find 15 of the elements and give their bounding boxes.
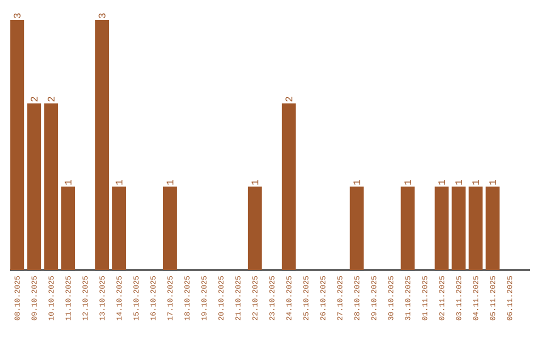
data-label: 1 (472, 180, 479, 185)
data-label: 3 (14, 13, 21, 18)
data-label: 3 (98, 13, 106, 18)
data-label: 1 (166, 180, 174, 185)
data-label: 1 (353, 180, 360, 185)
data-label: 1 (116, 180, 122, 185)
data-label: 2 (48, 96, 54, 102)
data-label: 2 (30, 96, 38, 102)
data-label: 1 (438, 180, 445, 185)
data-label: 2 (286, 96, 292, 102)
data-label: 1 (489, 180, 496, 185)
data-label: 1 (252, 180, 258, 185)
data-label: 1 (64, 180, 72, 185)
data-label: 1 (404, 180, 412, 185)
data-label: 1 (455, 180, 462, 185)
